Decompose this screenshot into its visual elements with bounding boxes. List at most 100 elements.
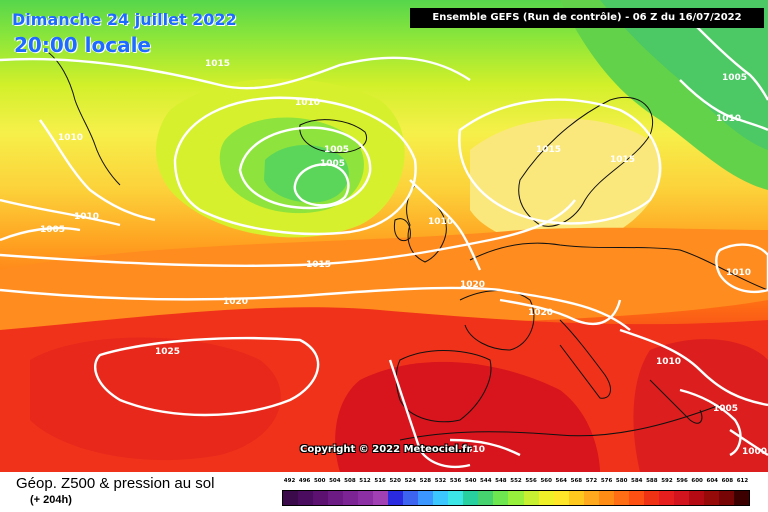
scale-swatch [328, 491, 344, 505]
field-red-atlantic [30, 337, 281, 461]
coastline-mainland-europe [469, 242, 768, 291]
scale-value-label: 580 [615, 478, 628, 484]
isobar-1020-alps [499, 298, 622, 326]
geopotential-map: 1015 1010 1005 1010 1005 1005 1010 1015 … [0, 0, 768, 472]
scale-swatch [538, 491, 554, 505]
isobar-1010-balkans [619, 328, 768, 407]
scale-swatch [433, 491, 449, 505]
isobar-1010-iberia [388, 359, 471, 469]
scale-value-label: 528 [419, 478, 432, 484]
isobar-1010-greenland [39, 119, 156, 222]
scale-value-label: 532 [434, 478, 447, 484]
isobar-label: 1005 [722, 73, 747, 83]
isobar-label: 1020 [528, 308, 553, 318]
legend-title: Géop. Z500 & pression au sol [16, 475, 215, 492]
legend-subtitle: (+ 204h) [30, 494, 72, 506]
scale-value-label: 552 [510, 478, 522, 484]
isobar-1010-west [0, 198, 121, 227]
coastline-greenland [44, 49, 121, 186]
scale-value-label: 544 [480, 478, 492, 484]
isobar-1010-africa [449, 438, 521, 457]
isobar-label: 1020 [223, 297, 248, 307]
isobar-1025-atlantic [94, 336, 320, 417]
coastline-north-africa [399, 404, 721, 441]
scale-swatch [313, 491, 329, 505]
scale-swatch [673, 491, 689, 505]
scale-value-label: 492 [283, 478, 296, 484]
isobars [0, 19, 768, 469]
scale-swatch [478, 491, 494, 505]
isobar-1005-west [0, 226, 81, 242]
isobar-label: 1010 [656, 357, 681, 367]
scale-swatch [583, 491, 599, 505]
isobar-label: 1005 [320, 159, 345, 169]
scale-value-label: 596 [676, 478, 688, 484]
isobar-1005-iceland [238, 126, 372, 210]
isobar-label: 1010 [74, 212, 99, 222]
isobar-label: 1005 [713, 404, 738, 414]
isobar-label: 1015 [205, 59, 230, 69]
scale-value-label: 556 [525, 478, 537, 484]
coastline-iberia [395, 350, 492, 423]
isobar-1005-northeast [689, 19, 768, 101]
scale-value-label: 508 [344, 478, 356, 484]
geopotential-fields [0, 0, 768, 472]
scale-swatch [568, 491, 584, 505]
isobar-1015-north [0, 56, 471, 90]
scale-value-label: 604 [706, 478, 718, 484]
field-lightgreen-northeast [600, 0, 768, 150]
scale-swatch [373, 491, 389, 505]
model-run-header: Ensemble GEFS (Run de contrôle) - 06 Z d… [410, 8, 764, 28]
isobar-label: 1015 [610, 155, 635, 165]
isobar-label: 1000 [742, 447, 767, 457]
scale-swatch [388, 491, 404, 505]
scale-value-label: 576 [600, 478, 613, 484]
isobar-label: 1010 [295, 98, 320, 108]
scale-swatch [298, 491, 314, 505]
isobar-label: 1015 [306, 260, 331, 270]
isobar-label: 1010 [58, 133, 83, 143]
isobar-1020-central [0, 286, 631, 331]
scale-value-label: 520 [389, 478, 401, 484]
scale-swatch [403, 491, 419, 505]
forecast-local-time: 20:00 locale [14, 33, 151, 57]
scale-value-label: 516 [374, 478, 386, 484]
scale-swatch [493, 491, 509, 505]
isobar-label: 1010 [716, 114, 741, 124]
scale-value-label: 548 [495, 478, 507, 484]
coastline-italy [559, 319, 611, 399]
isobar-1015-scandinavia [458, 98, 662, 225]
isobar-label: 1010 [428, 217, 453, 227]
scale-value-label: 536 [449, 478, 462, 484]
scale-value-label: 568 [570, 478, 583, 484]
scale-value-label: 588 [646, 478, 658, 484]
isobar-label: 1005 [324, 145, 349, 155]
scale-swatch [658, 491, 674, 505]
field-darkred-east [633, 339, 768, 472]
isobar-1010-east-ring [715, 243, 768, 294]
coastline-ireland [393, 218, 411, 242]
isobar-1015-central [0, 199, 576, 267]
scale-swatch [643, 491, 659, 505]
scale-value-label: 560 [540, 478, 552, 484]
field-darkred-iberia [335, 361, 600, 472]
scale-swatch [718, 491, 734, 505]
scale-value-label: 500 [313, 478, 326, 484]
copyright-notice: Copyright © 2022 Meteociel.fr [300, 444, 472, 455]
color-scale-bar [282, 490, 750, 506]
scale-swatch [343, 491, 359, 505]
field-green-core [264, 145, 349, 203]
scale-swatch [553, 491, 569, 505]
isobar-label: 1020 [460, 280, 485, 290]
coastline-france [459, 290, 535, 351]
isobar-1010-northeast [679, 79, 768, 132]
scale-value-label: 608 [721, 478, 734, 484]
scale-value-label: 572 [585, 478, 598, 484]
scale-swatch [703, 491, 719, 505]
scale-swatch [418, 491, 434, 505]
scale-value-label: 540 [464, 478, 477, 484]
isobar-1010-iceland-outer [173, 96, 417, 236]
field-orange-central [0, 227, 768, 335]
scale-value-label: 496 [298, 478, 311, 484]
